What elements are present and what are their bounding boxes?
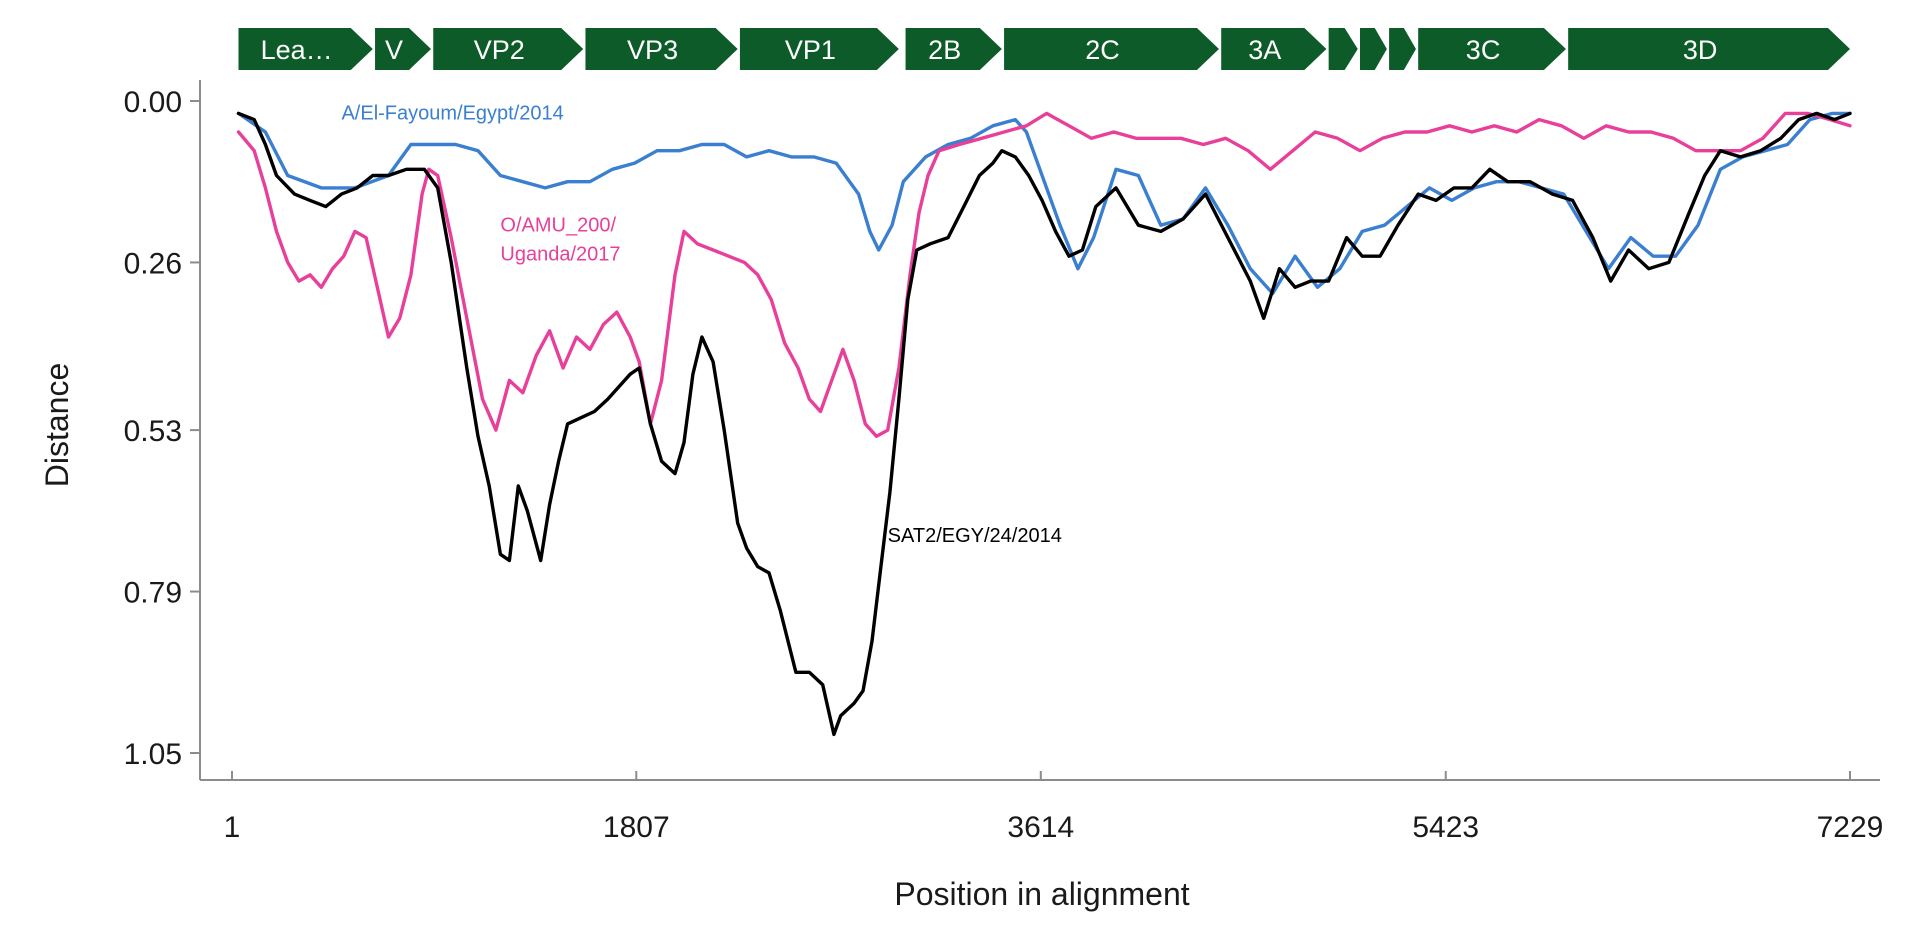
gene-segment-10-arrow bbox=[1389, 28, 1416, 70]
y-tick-label: 1.05 bbox=[124, 738, 182, 771]
gene-segment-9-arrow bbox=[1359, 28, 1387, 70]
series-line-a-el-fayoum-egypt-2014 bbox=[236, 111, 1852, 296]
gene-vp1-arrow bbox=[739, 28, 899, 70]
x-tick-label: 1807 bbox=[603, 811, 670, 844]
x-axis-title: Position in alignment bbox=[894, 876, 1189, 912]
gene-v-label: V bbox=[385, 35, 403, 65]
gene-vp2-arrow bbox=[433, 28, 584, 70]
gene-lea-label: Lea… bbox=[261, 35, 333, 65]
x-tick-label: 1 bbox=[224, 811, 241, 844]
series-label-sat2-egy-24-2014: SAT2/EGY/24/2014 bbox=[888, 525, 1062, 547]
y-axis-ticks: 0.00 0.26 0.53 0.79 1.05 bbox=[124, 86, 200, 771]
x-tick-label: 7229 bbox=[1817, 811, 1884, 844]
y-tick-label: 0.53 bbox=[124, 415, 182, 448]
series-line-sat2-egy-24-2014 bbox=[236, 111, 1852, 737]
gene-vp3-label: VP3 bbox=[627, 35, 678, 65]
gene-3a-arrow bbox=[1221, 28, 1327, 70]
gene-2b-label: 2B bbox=[928, 35, 961, 65]
gene-vp1-label: VP1 bbox=[785, 35, 836, 65]
y-tick-label: 0.79 bbox=[124, 577, 182, 610]
series-label-o-amu-200-uganda-2017: O/AMU_200/Uganda/2017 bbox=[500, 214, 620, 265]
gene-segment-8-arrow bbox=[1328, 28, 1358, 70]
y-tick-label: 0.26 bbox=[124, 247, 182, 280]
x-tick-label: 5423 bbox=[1412, 811, 1479, 844]
series-labels: A/El-Fayoum/Egypt/2014 O/AMU_200/Uganda/2… bbox=[341, 103, 1061, 547]
gene-3a-label: 3A bbox=[1248, 35, 1281, 65]
gene-lea-arrow bbox=[238, 28, 373, 70]
gene-2c-arrow bbox=[1004, 28, 1219, 70]
x-axis-ticks: 1 1807 3614 5423 7229 bbox=[224, 771, 1884, 844]
series-lines bbox=[236, 111, 1852, 737]
x-tick-label: 3614 bbox=[1007, 811, 1074, 844]
gene-v-arrow bbox=[375, 28, 432, 70]
genome-map: Lea… V VP2 VP3 VP1 2B 2C 3A 3C 3D bbox=[238, 28, 1850, 70]
y-tick-label: 0.00 bbox=[124, 86, 182, 119]
gene-3c-arrow bbox=[1418, 28, 1566, 70]
y-axis-title: Distance bbox=[39, 363, 75, 488]
gene-3d-arrow bbox=[1568, 28, 1850, 70]
gene-vp3-arrow bbox=[585, 28, 738, 70]
gene-3d-label: 3D bbox=[1683, 35, 1718, 65]
gene-2b-arrow bbox=[905, 28, 1002, 70]
series-label-a-el-fayoum-egypt-2014: A/El-Fayoum/Egypt/2014 bbox=[341, 103, 563, 125]
series-line-o-amu-200-uganda-2017 bbox=[236, 111, 1852, 438]
gene-2c-label: 2C bbox=[1085, 35, 1120, 65]
plot-axes bbox=[199, 80, 1880, 781]
gene-vp2-label: VP2 bbox=[474, 35, 525, 65]
gene-3c-label: 3C bbox=[1466, 35, 1501, 65]
